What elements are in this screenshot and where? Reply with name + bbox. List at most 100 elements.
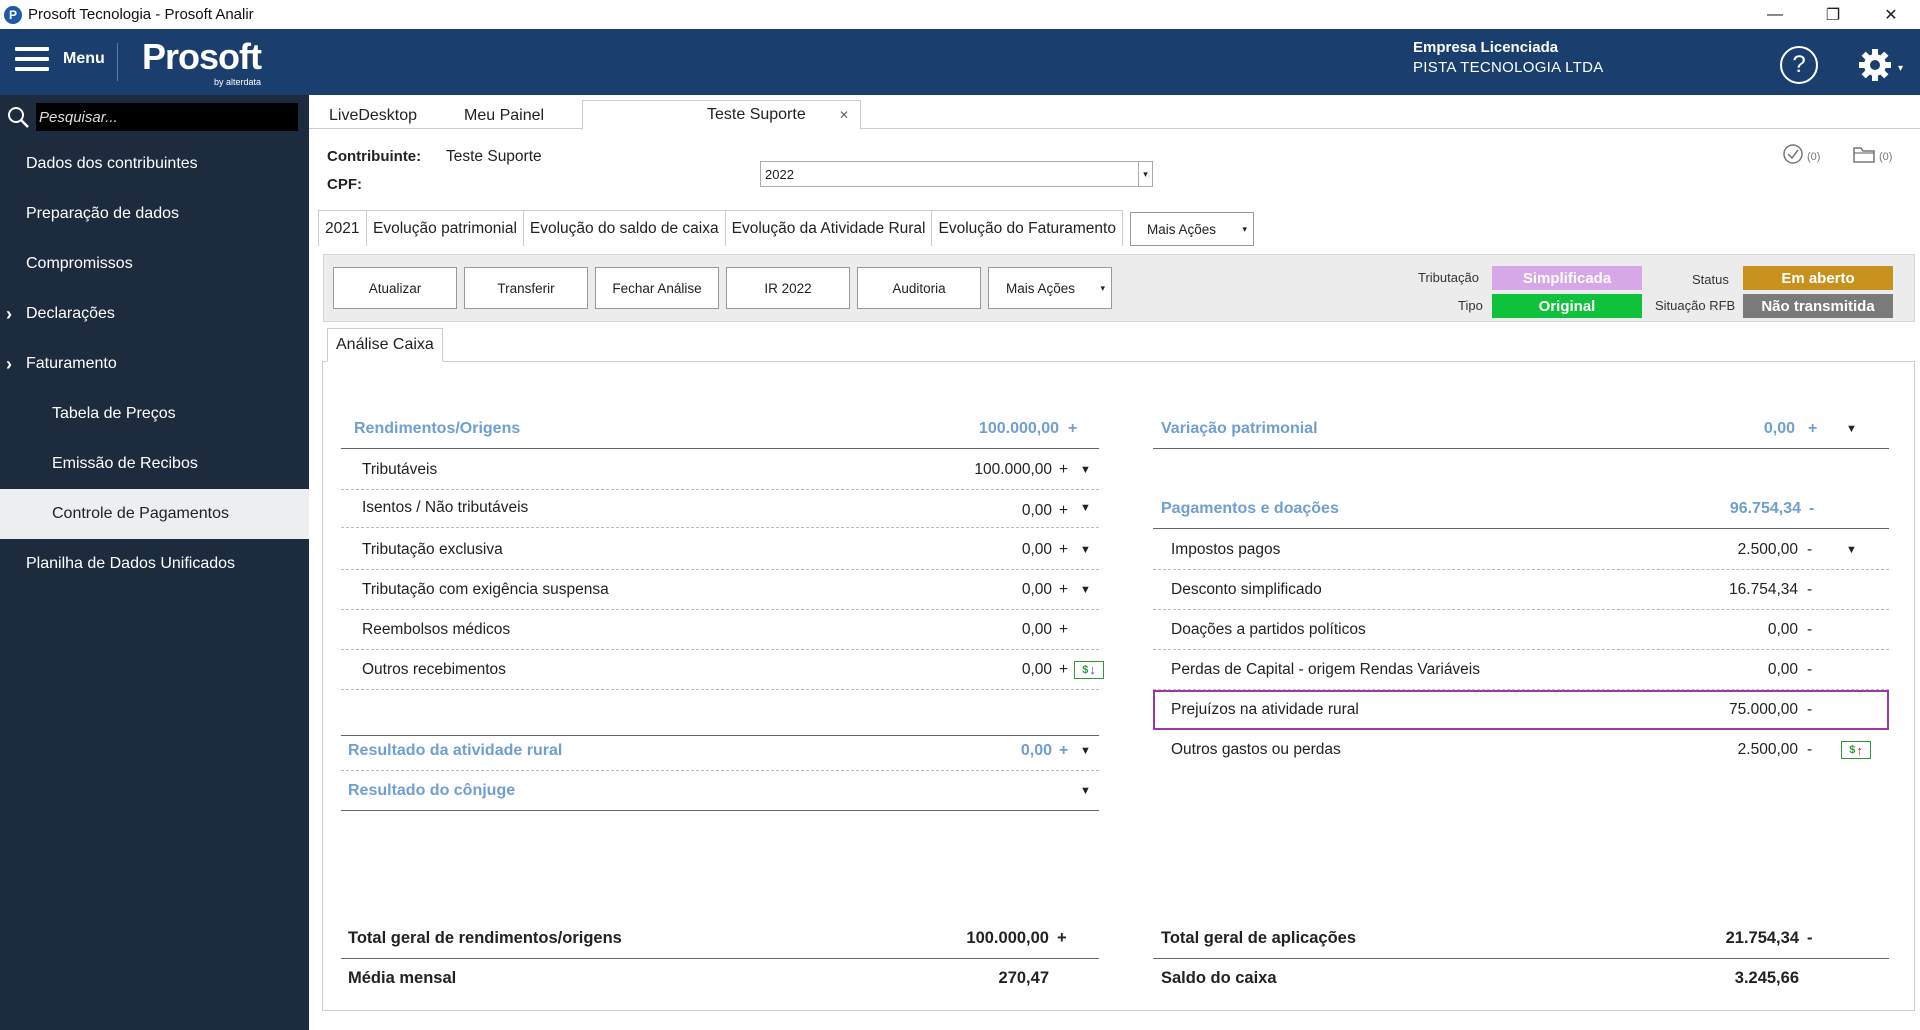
expand-caret-icon[interactable]: ▼ [1846,543,1857,556]
settings-caret-icon[interactable]: ▾ [1898,63,1904,74]
sidebar-item-preparacao-dados[interactable]: Preparação de dados [0,189,309,239]
row-reembolsos-medicos[interactable]: Reembolsos médicos 0,00 + [341,610,1099,650]
row-name: Reembolsos médicos [362,620,511,638]
sidebar-item-tabela-precos[interactable]: Tabela de Preços [0,389,309,439]
row-perdas-capital[interactable]: Perdas de Capital - origem Rendas Variáv… [1153,650,1889,690]
sidebar: Dados dos contribuintes Preparação de da… [0,95,309,1030]
analise-caixa-panel: Rendimentos/Origens 100.000,00 + Tributá… [322,361,1915,1011]
row-resultado-rural[interactable]: Resultado da atividade rural 0,00 + ▼ [341,731,1099,771]
sidebar-item-controle-pagamentos[interactable]: Controle de Pagamentos [0,489,309,539]
row-tributacao-exclusiva[interactable]: Tributação exclusiva 0,00 + ▼ [341,530,1099,570]
tab-evolucao-atividade-rural[interactable]: Evolução da Atividade Rural [724,210,933,246]
menu-button[interactable]: Menu [15,47,105,71]
tab-label: Análise Caixa [336,336,434,353]
search-icon[interactable] [6,105,30,129]
pagamentos-header: Pagamentos e doações 96.754,34 - [1153,489,1889,529]
row-resultado-conjuge[interactable]: Resultado do cônjuge ▼ [341,771,1099,811]
row-outros-recebimentos[interactable]: Outros recebimentos 0,00 + $ ↓ [341,650,1104,690]
tab-2021[interactable]: 2021 [318,210,367,246]
sidebar-item-declaracoes[interactable]: › Declarações [0,289,309,339]
auditoria-button[interactable]: Auditoria [857,267,981,309]
expand-caret-icon[interactable]: ▼ [1080,543,1091,556]
tab-evolucao-saldo-caixa[interactable]: Evolução do saldo de caixa [522,210,726,246]
help-icon[interactable]: ? [1780,46,1818,84]
row-variacao-patrimonial[interactable]: Variação patrimonial 0,00 + ▼ [1153,409,1889,449]
tab-evolucao-faturamento[interactable]: Evolução do Faturamento [931,210,1123,246]
atualizar-button[interactable]: Atualizar [333,267,457,309]
media-mensal-row: Média mensal 270,47 [341,958,1099,998]
header-divider [117,43,118,81]
row-prejuizos-rural[interactable]: Prejuízos na atividade rural 75.000,00 - [1153,690,1889,730]
money-out-icon[interactable]: $ ↑ [1841,741,1871,759]
tab-evolucao-patrimonial[interactable]: Evolução patrimonial [366,210,524,246]
row-isentos[interactable]: Isentos / Não tributáveis 0,00 + ▼ [341,488,1099,528]
expand-caret-icon[interactable]: ▼ [1080,784,1091,797]
expand-caret-icon[interactable]: ▼ [1080,502,1091,514]
tab-teste-suporte[interactable]: Teste Suporte ✕ [582,100,861,130]
main-content: Contribuinte: Teste Suporte CPF: 2022 ▾ … [309,129,1920,1030]
tab-meu-painel[interactable]: Meu Painel [464,103,544,129]
tab-livedesktop[interactable]: LiveDesktop [329,103,417,129]
row-sign: + [1059,620,1069,638]
situacao-rfb-badge: Não transmitida [1743,294,1893,318]
situacao-rfb-label: Situação RFB [1655,298,1736,313]
row-value: 0,00 [1767,660,1798,678]
sidebar-search [0,95,309,139]
row-value: 0,00 [1021,580,1052,598]
tab-analise-caixa[interactable]: Análise Caixa [327,328,443,362]
sidebar-item-planilha-dados[interactable]: Planilha de Dados Unificados [0,539,309,589]
row-sign: - [1809,499,1815,517]
fechar-analise-button[interactable]: Fechar Análise [595,267,719,309]
expand-caret-icon[interactable]: ▼ [1846,422,1857,435]
row-doacoes-partidos[interactable]: Doações a partidos políticos 0,00 - [1153,610,1889,650]
sidebar-item-label: Preparação de dados [26,205,179,222]
analysis-subtabs: 2021 Evolução patrimonial Evolução do sa… [318,210,1254,246]
sidebar-item-faturamento[interactable]: › Faturamento [0,339,309,389]
tab-label: Meu Painel [464,107,545,124]
year-select-value: 2022 [765,166,794,182]
logo-subtext: by alterdata [213,77,261,87]
check-status[interactable]: (0) [1782,143,1820,165]
close-tab-icon[interactable]: ✕ [839,108,850,122]
row-value: 0,00 [1021,502,1052,519]
folder-status[interactable]: (0) [1852,143,1892,165]
row-value: 100.000,00 [978,419,1059,437]
row-name: Pagamentos e doações [1161,499,1339,517]
company-name: PISTA TECNOLOGIA LTDA [1413,59,1604,76]
mais-acoes-button[interactable]: Mais Ações ▾ [988,267,1112,309]
search-input[interactable] [36,103,298,131]
row-desconto-simplificado[interactable]: Desconto simplificado 16.754,34 - [1153,570,1889,610]
restore-button[interactable]: ❐ [1825,6,1841,24]
row-exigencia-suspensa[interactable]: Tributação com exigência suspensa 0,00 +… [341,570,1099,610]
row-value: 100.000,00 [966,929,1049,947]
mais-acoes-tab-dropdown[interactable]: Mais Ações ▾ [1129,212,1254,246]
rendimentos-header: Rendimentos/Origens 100.000,00 + [341,409,1099,449]
expand-caret-icon[interactable]: ▼ [1080,583,1091,596]
row-value: 0,00 [1021,540,1052,558]
expand-caret-icon[interactable]: ▼ [1080,744,1091,757]
transferir-button[interactable]: Transferir [464,267,588,309]
sidebar-item-label: Tabela de Preços [52,405,176,422]
sidebar-item-compromissos[interactable]: Compromissos [0,239,309,289]
chevron-down-icon: ▾ [1100,282,1105,293]
row-sign: - [1807,660,1813,678]
chevron-down-icon: ▾ [1138,162,1152,186]
money-in-icon[interactable]: $ ↓ [1074,660,1104,679]
row-name: Resultado da atividade rural [348,741,563,759]
close-window-button[interactable]: ✕ [1884,6,1898,24]
row-impostos-pagos[interactable]: Impostos pagos 2.500,00 - ▼ [1153,530,1889,570]
sidebar-item-emissao-recibos[interactable]: Emissão de Recibos [0,439,309,489]
ir-2022-button[interactable]: IR 2022 [726,267,850,309]
row-tributaveis[interactable]: Tributáveis 100.000,00 + ▼ [341,450,1099,490]
year-select[interactable]: 2022 ▾ [760,161,1153,187]
row-outros-gastos[interactable]: Outros gastos ou perdas 2.500,00 - $ ↑ [1153,730,1889,770]
minimize-button[interactable]: — [1767,5,1783,23]
gear-icon[interactable] [1855,45,1895,85]
expand-caret-icon[interactable]: ▼ [1080,463,1091,476]
row-value: 3.245,66 [1734,968,1799,987]
subtab-label: 2021 [325,219,360,237]
sidebar-item-dados-contribuintes[interactable]: Dados dos contribuintes [0,139,309,189]
saldo-caixa-row: Saldo do caixa 3.245,66 [1153,958,1889,998]
row-value: 0,00 [1020,741,1052,759]
total-rendimentos-row: Total geral de rendimentos/origens 100.0… [341,919,1099,959]
